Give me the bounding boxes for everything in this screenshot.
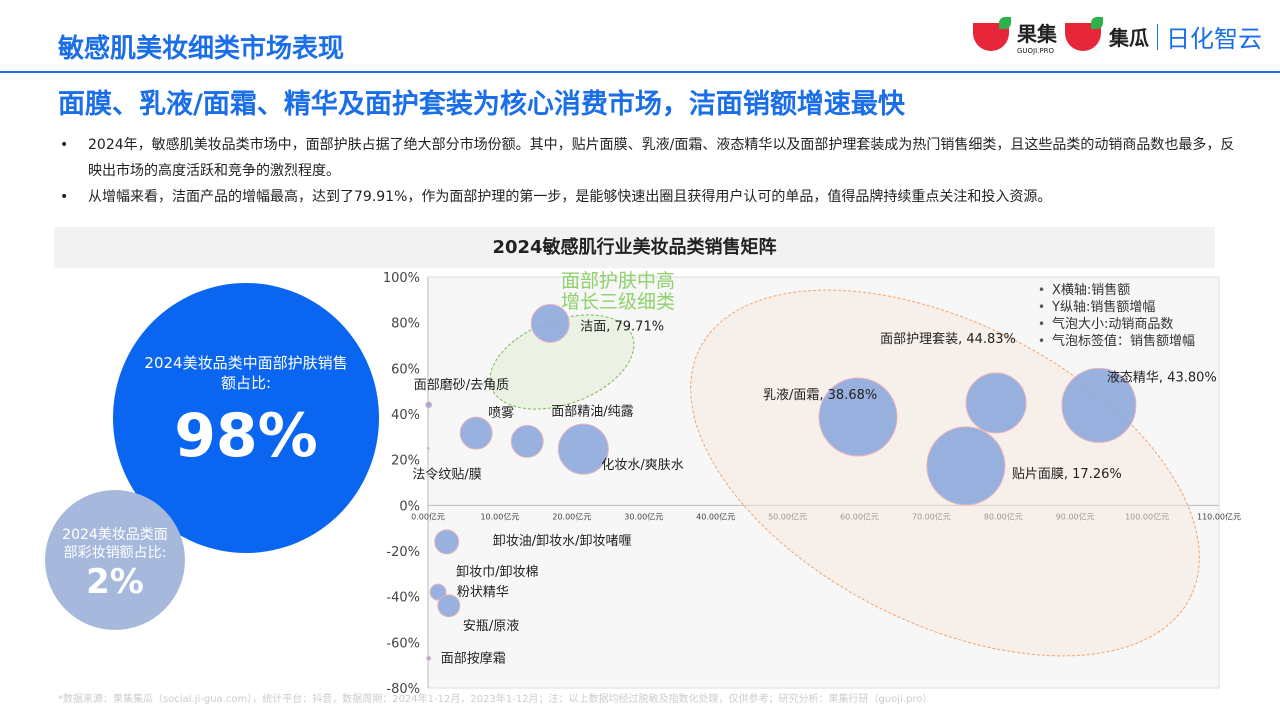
- guoji-logo-icon: [973, 16, 1011, 51]
- bubble: [459, 416, 493, 450]
- bubble-label: 液态精华, 43.80%: [1107, 370, 1217, 385]
- y-tick-label: -60%: [386, 636, 420, 651]
- bubble: [437, 594, 461, 618]
- summary-bullets: 2024年，敏感肌美妆品类市场中，面部护肤占据了绝大部分市场份额。其中，贴片面膜…: [60, 132, 1240, 210]
- bubble-label: 洁面, 79.71%: [580, 319, 664, 334]
- logo-jigua: 集瓜: [1109, 26, 1149, 50]
- bubble: [1061, 367, 1137, 443]
- legend-bullet: •: [1038, 317, 1045, 331]
- footnote: *数据来源：果集集瓜（social.ji-gua.com），统计平台：抖音，数据…: [58, 694, 933, 705]
- bubble-label: 卸妆油/卸妆水/卸妆啫喱: [493, 533, 632, 549]
- x-tick-label: 10.00亿元: [480, 511, 519, 521]
- legend-bullet: •: [1038, 300, 1045, 314]
- bubble: [425, 401, 433, 409]
- y-tick-label: 0%: [399, 499, 420, 514]
- logo-guoji: 果集 GUOJI.PRO: [1017, 18, 1057, 55]
- y-tick-label: 100%: [383, 271, 420, 286]
- bubble-label: 面部按摩霜: [441, 650, 506, 666]
- bubble: [965, 372, 1027, 434]
- legend-item: Y纵轴:销售额增幅: [1051, 299, 1155, 315]
- y-tick-label: 80%: [391, 317, 420, 332]
- bubble-label: 化妆水/爽肤水: [601, 458, 683, 473]
- bubble: [557, 423, 609, 475]
- y-tick-label: -40%: [386, 591, 420, 606]
- logo-guoji-text: 果集: [1017, 22, 1057, 46]
- legend-bullet: •: [1038, 334, 1045, 348]
- bubble: [926, 426, 1006, 506]
- legend-bullet: •: [1038, 283, 1045, 297]
- x-tick-label: 30.00亿元: [624, 511, 663, 521]
- x-tick-label: 40.00亿元: [696, 511, 735, 521]
- y-tick-label: -20%: [386, 545, 420, 560]
- bubble: [530, 303, 570, 343]
- bubble: [818, 377, 898, 457]
- bubble-label: 安瓶/原液: [463, 619, 519, 634]
- headline: 面膜、乳液/面霜、精华及面护套装为核心消费市场，洁面销额增速最快: [58, 89, 905, 120]
- makeup-share-circle: 2024美妆品类面部彩妆销额占比: 2%: [45, 490, 185, 630]
- bullet: 从增幅来看，洁面产品的增幅最高，达到了79.91%，作为面部护理的第一步，是能够…: [60, 184, 1240, 210]
- bubble: [434, 529, 460, 555]
- header-divider: [0, 71, 1280, 73]
- makeup-share-value: 2%: [86, 562, 144, 602]
- logo-rihua: 日化智云: [1166, 25, 1262, 53]
- y-tick-label: -80%: [386, 682, 420, 697]
- logos: 果集 GUOJI.PRO 集瓜 日化智云: [973, 16, 1262, 55]
- skincare-share-label: 2024美妆品类中面部护肤销售额占比:: [144, 354, 348, 392]
- makeup-share-label: 2024美妆品类面部彩妆销额占比:: [62, 527, 168, 561]
- y-tick-label: 60%: [391, 362, 420, 377]
- bullet: 2024年，敏感肌美妆品类市场中，面部护肤占据了绝大部分市场份额。其中，贴片面膜…: [60, 132, 1240, 184]
- bubble-label: 卸妆巾/卸妆棉: [456, 564, 538, 580]
- bubble: [426, 446, 430, 450]
- annotation-label: 面部护肤中高: [561, 270, 675, 292]
- bubble: [426, 655, 432, 661]
- legend-item: 气泡大小:动销商品数: [1052, 316, 1173, 332]
- bubble-label: 乳液/面霜, 38.68%: [763, 388, 877, 403]
- chart-title: 2024敏感肌行业美妆品类销售矩阵: [54, 227, 1215, 268]
- divider: [1157, 23, 1158, 50]
- jigua-logo-icon: [1065, 16, 1103, 51]
- annotation-label: 增长三级细类: [561, 291, 675, 313]
- skincare-share-value: 98%: [174, 401, 318, 471]
- x-tick-label: 0.00亿元: [411, 511, 445, 521]
- y-tick-label: 20%: [391, 454, 420, 469]
- page-title: 敏感肌美妆细类市场表现: [58, 34, 345, 64]
- legend-item: X横轴:销售额: [1052, 282, 1130, 298]
- y-tick-label: 40%: [391, 408, 420, 423]
- bubble-label: 面部精油/纯露: [551, 404, 633, 419]
- bubble-label: 面部护理套装, 44.83%: [880, 331, 1016, 347]
- logo-guoji-sub: GUOJI.PRO: [1017, 47, 1055, 55]
- bubble-label: 粉状精华: [457, 585, 509, 600]
- bubble-label: 面部磨砂/去角质: [414, 378, 509, 393]
- skincare-share-circle: 2024美妆品类中面部护肤销售额占比: 98%: [113, 283, 379, 553]
- legend-item: 气泡标签值：销售额增幅: [1052, 333, 1195, 349]
- x-tick-label: 110.00亿元: [1197, 511, 1241, 521]
- bubble: [429, 583, 447, 601]
- bubble-label: 喷雾: [488, 406, 514, 421]
- bubble: [510, 424, 544, 458]
- bubble-label: 贴片面膜, 17.26%: [1012, 467, 1122, 482]
- x-tick-label: 20.00亿元: [552, 511, 591, 521]
- bubble-label: 法令纹贴/膜: [412, 467, 481, 482]
